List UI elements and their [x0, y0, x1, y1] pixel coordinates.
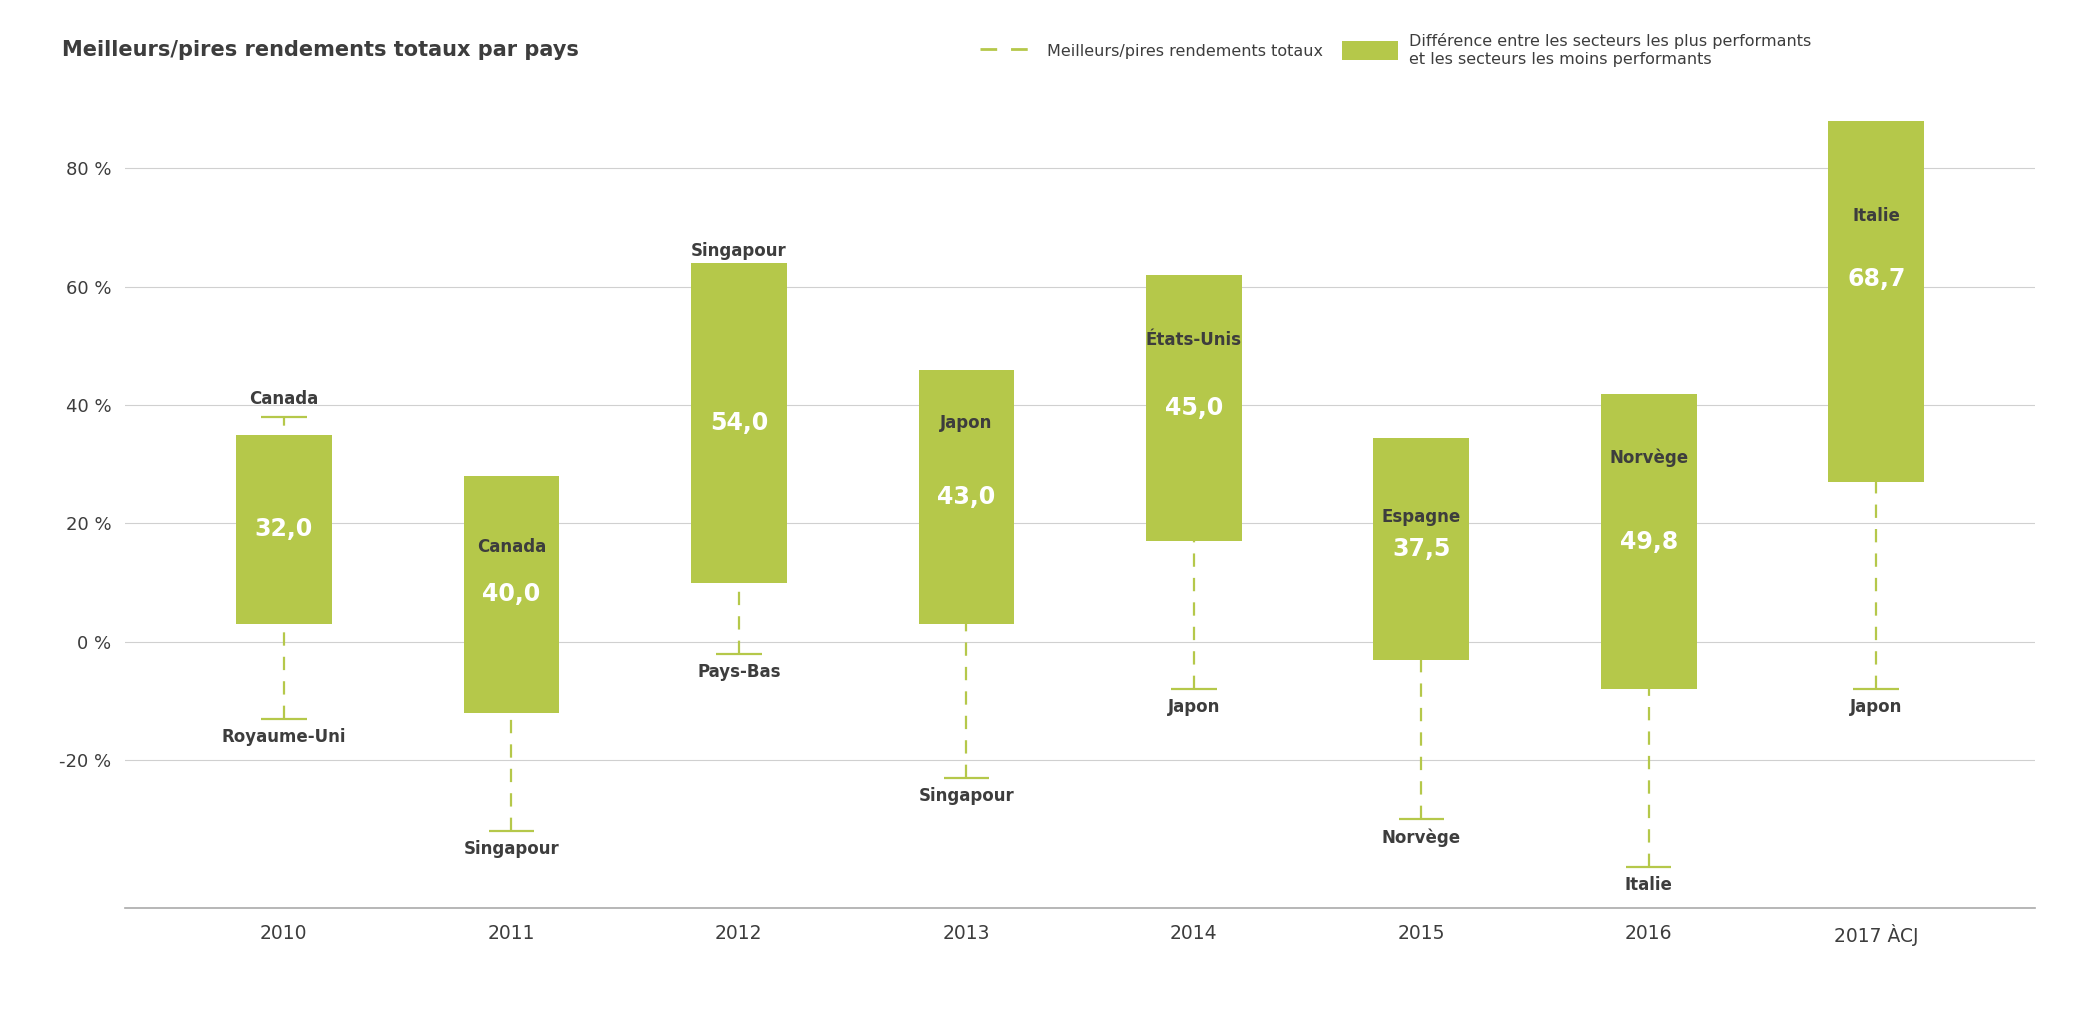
Text: Norvège: Norvège — [1381, 828, 1460, 847]
Text: Japon: Japon — [1167, 698, 1219, 716]
Bar — [692, 263, 787, 582]
Text: 68,7: 68,7 — [1846, 266, 1905, 291]
Text: Espagne: Espagne — [1381, 509, 1460, 527]
Text: Italie: Italie — [1624, 876, 1672, 894]
Text: 43,0: 43,0 — [937, 485, 995, 509]
Bar — [237, 435, 332, 624]
Bar — [1373, 438, 1468, 660]
Text: Italie: Italie — [1853, 207, 1900, 225]
Text: 49,8: 49,8 — [1620, 530, 1678, 554]
Text: Canada: Canada — [249, 390, 318, 408]
Text: Meilleurs/pires rendements totaux par pays: Meilleurs/pires rendements totaux par pa… — [62, 40, 579, 61]
Text: États-Unis: États-Unis — [1147, 331, 1242, 349]
Text: Japon: Japon — [941, 414, 993, 432]
Bar — [463, 476, 559, 712]
Legend: Meilleurs/pires rendements totaux, Différence entre les secteurs les plus perfor: Meilleurs/pires rendements totaux, Diffé… — [974, 27, 1817, 73]
Text: Canada: Canada — [478, 538, 546, 556]
Text: 54,0: 54,0 — [710, 411, 768, 435]
Text: Royaume-Uni: Royaume-Uni — [222, 727, 347, 746]
Text: Japon: Japon — [1851, 698, 1903, 716]
Text: Singapour: Singapour — [918, 787, 1014, 805]
Bar — [1601, 395, 1697, 689]
Text: Pays-Bas: Pays-Bas — [698, 663, 781, 680]
Bar — [1828, 76, 1923, 482]
Bar — [1147, 274, 1242, 541]
Text: 45,0: 45,0 — [1165, 397, 1223, 420]
Bar — [918, 369, 1014, 624]
Text: Singapour: Singapour — [463, 840, 559, 858]
Text: Singapour: Singapour — [692, 242, 787, 260]
Text: 37,5: 37,5 — [1392, 537, 1450, 561]
Text: Norvège: Norvège — [1610, 449, 1689, 467]
Text: 32,0: 32,0 — [255, 518, 314, 542]
Text: 40,0: 40,0 — [482, 582, 540, 606]
